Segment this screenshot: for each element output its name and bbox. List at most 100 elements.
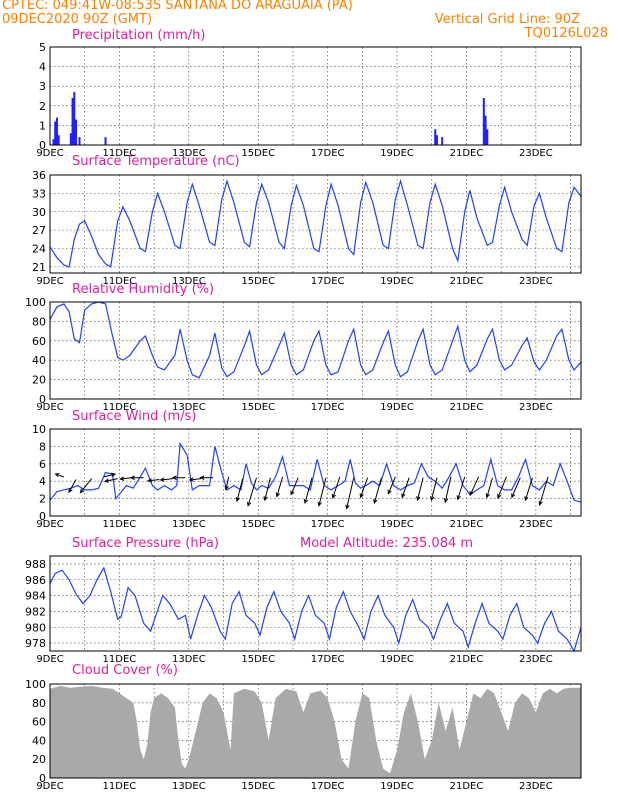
wind-arrow: [539, 476, 549, 505]
header-grid-line: Vertical Grid Line: 90Z: [434, 12, 580, 27]
pressure-y-tick-label: 982: [25, 605, 46, 618]
wind-arrowhead: [524, 496, 529, 502]
wind-y-tick-label: 4: [39, 475, 46, 488]
temperature-x-tick-label: 23DEC: [519, 276, 553, 287]
humidity-y-tick-label: 0: [39, 393, 46, 406]
pressure-x-tick-label: 15DEC: [241, 654, 275, 665]
precipitation-bar: [57, 135, 60, 145]
wind-arrowhead: [290, 490, 295, 496]
wind-arrow: [373, 477, 382, 504]
pressure-line: [49, 566, 582, 653]
precipitation-bar: [435, 135, 438, 145]
wind-arrowhead: [511, 493, 516, 499]
wind-arrowhead: [430, 496, 435, 502]
pressure-x-tick-label: 9DEC: [36, 654, 63, 665]
precipitation-x-tick-label: 21DEC: [450, 148, 484, 159]
wind-arrow: [457, 476, 466, 500]
precipitation-bar: [75, 119, 78, 145]
humidity-x-tick-label: 11DEC: [103, 402, 137, 413]
temperature-line: [49, 178, 582, 268]
pressure-frame: [49, 555, 582, 652]
precipitation-x-tick-label: 17DEC: [311, 148, 345, 159]
cloud-cover-y-tick-label: 40: [32, 734, 46, 747]
precipitation-bar: [441, 137, 444, 145]
wind-arrow: [387, 476, 396, 494]
pressure-x-tick-label: 11DEC: [103, 654, 137, 665]
precipitation-bar: [486, 129, 489, 145]
wind-arrowhead: [456, 495, 461, 501]
precipitation-bar: [104, 137, 107, 145]
wind-arrow: [264, 477, 271, 501]
cloud-cover-x-tick-label: 9DEC: [36, 781, 63, 792]
temperature-x-tick-label: 11DEC: [103, 276, 137, 287]
wind-arrowhead: [263, 496, 268, 502]
precipitation-bar: [69, 133, 72, 145]
wind-x-tick-label: 17DEC: [311, 519, 345, 530]
humidity-x-tick-label: 21DEC: [450, 402, 484, 413]
humidity-x-tick-label: 19DEC: [380, 402, 414, 413]
wind-arrowhead: [79, 488, 85, 494]
precipitation-x-tick-label: 23DEC: [519, 148, 553, 159]
temperature-x-tick-label: 15DEC: [241, 276, 275, 287]
cloud-cover-y-tick-label: 80: [32, 697, 46, 710]
wind-arrow: [486, 477, 493, 498]
wind-arrowhead: [103, 478, 110, 483]
humidity-x-tick-label: 23DEC: [519, 402, 553, 413]
cloud-cover-area: [50, 685, 581, 778]
temperature-y-tick-label: 27: [32, 224, 46, 237]
wind-arrow: [497, 476, 507, 499]
precipitation-bar: [434, 129, 437, 145]
wind-arrow: [247, 477, 257, 506]
wind-arrowhead: [401, 493, 406, 499]
precipitation-y-tick-label: 5: [39, 41, 46, 54]
precipitation-bar: [55, 117, 58, 145]
cloud-cover-x-tick-label: 13DEC: [172, 781, 206, 792]
wind-arrow: [120, 477, 132, 480]
wind-arrow: [160, 478, 174, 481]
wind-arrowhead: [110, 472, 117, 477]
wind-arrow: [469, 476, 480, 496]
wind-frame: [49, 428, 582, 517]
wind-arrow: [346, 477, 355, 509]
wind-arrowhead: [387, 489, 392, 495]
wind-arrowhead: [68, 488, 73, 494]
wind-arrow: [332, 476, 341, 499]
precipitation-bar: [482, 97, 485, 145]
wind-arrow: [290, 477, 299, 495]
wind-arrow: [236, 478, 244, 502]
wind-arrowhead: [119, 476, 125, 481]
wind-x-tick-label: 21DEC: [450, 519, 484, 530]
wind-arrow: [360, 477, 369, 498]
wind-arrowhead: [469, 491, 474, 497]
precipitation-bar: [484, 115, 487, 145]
cloud-cover-y-tick-label: 60: [32, 716, 46, 729]
pressure-x-tick-label: 17DEC: [311, 654, 345, 665]
precipitation-frame: [49, 46, 582, 146]
precipitation-y-tick-label: 2: [39, 100, 46, 113]
temperature-x-tick-label: 13DEC: [172, 276, 206, 287]
wind-arrow: [444, 476, 452, 503]
wind-arrow: [524, 477, 533, 501]
pressure-x-tick-label: 13DEC: [172, 654, 206, 665]
humidity-y-tick-label: 20: [32, 374, 46, 387]
cloud-cover-x-tick-label: 15DEC: [241, 781, 275, 792]
wind-arrow: [225, 476, 230, 490]
precipitation-y-tick-label: 1: [39, 119, 46, 132]
wind-x-tick-label: 15DEC: [241, 519, 275, 530]
temperature-y-tick-label: 24: [32, 243, 46, 256]
wind-arrow: [80, 478, 93, 493]
cloud-cover-x-tick-label: 11DEC: [103, 781, 137, 792]
wind-arrow: [103, 473, 116, 478]
pressure-x-tick-label: 19DEC: [380, 654, 414, 665]
wind-arrow: [511, 477, 521, 498]
wind-arrowhead: [188, 477, 194, 482]
wind-y-tick-label: 0: [39, 510, 46, 523]
wind-arrowhead: [331, 493, 336, 499]
wind-x-tick-label: 13DEC: [172, 519, 206, 530]
precipitation-bar: [73, 92, 76, 145]
wind-arrowhead: [416, 496, 421, 502]
wind-x-tick-label: 9DEC: [36, 519, 63, 530]
wind-arrowhead: [345, 504, 350, 510]
wind-arrow: [68, 479, 77, 493]
